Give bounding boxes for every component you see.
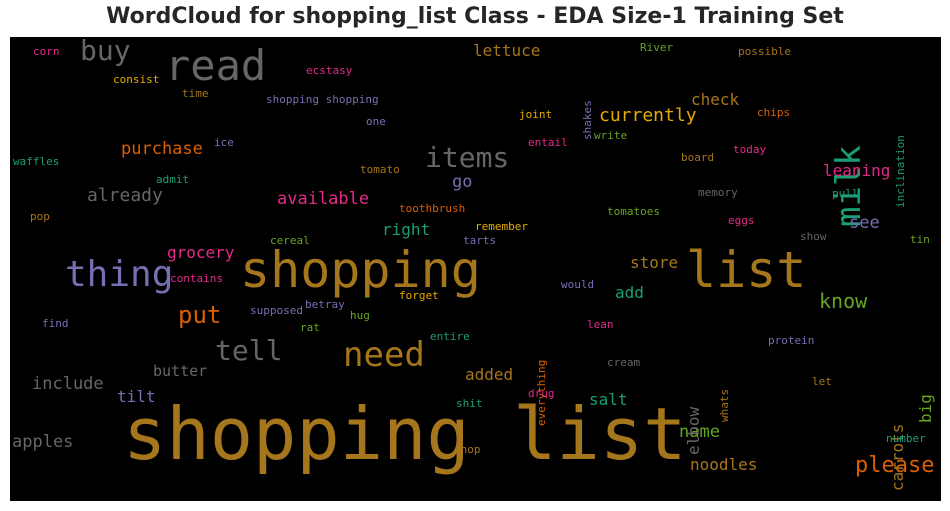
- word-cloud-word: shit: [456, 397, 483, 410]
- word-cloud-word: know: [819, 289, 868, 313]
- word-cloud-word: drug: [528, 387, 555, 400]
- word-cloud-word: cereal: [270, 234, 310, 247]
- word-cloud-word: write: [594, 129, 628, 142]
- word-cloud-canvas: shopping list shopping list read thing need mi…: [10, 37, 941, 501]
- word-cloud-word: store: [630, 253, 679, 272]
- word-cloud-word: lettuce: [473, 41, 541, 60]
- word-cloud-word: ecstasy: [306, 64, 353, 77]
- word-cloud-word: remember: [475, 220, 528, 233]
- word-cloud-word: butter: [153, 362, 208, 380]
- word-cloud-word: consist: [113, 73, 160, 86]
- word-cloud-word: grocery: [167, 243, 235, 262]
- word-cloud-word: entire: [430, 330, 470, 343]
- word-cloud-word: whats: [718, 388, 731, 422]
- word-cloud-word: number: [886, 432, 926, 445]
- word-cloud-word: tell: [215, 334, 283, 367]
- word-cloud-word: check: [691, 90, 740, 109]
- word-cloud-word: pop: [30, 210, 50, 223]
- word-cloud-word: go: [452, 172, 473, 192]
- word-cloud-word: see: [849, 213, 880, 233]
- figure-title: WordCloud for shopping_list Class - EDA …: [106, 4, 844, 29]
- word-cloud-word: buy: [80, 37, 131, 67]
- word-cloud-word: corn: [33, 45, 60, 58]
- word-cloud-word: shop: [454, 443, 481, 456]
- word-cloud-word: hug: [350, 309, 370, 322]
- word-cloud-word: tomato: [360, 163, 400, 176]
- word-cloud-word: name: [679, 422, 720, 442]
- word-cloud-word: list: [686, 241, 807, 299]
- word-cloud-word: chips: [757, 106, 791, 119]
- word-cloud-word: items: [425, 141, 510, 174]
- word-cloud-word: tilt: [117, 387, 156, 406]
- word-cloud-word: purchase: [121, 139, 203, 159]
- word-cloud-word: available: [277, 189, 370, 209]
- word-cloud-word: added: [465, 365, 514, 384]
- word-cloud-word: shakes: [581, 100, 594, 140]
- word-cloud-word: currently: [599, 105, 697, 126]
- word-cloud-word: noodles: [690, 455, 758, 474]
- word-cloud-word: eggs: [728, 214, 755, 227]
- word-cloud-word: entail: [528, 136, 568, 149]
- word-cloud-word: today: [733, 143, 767, 156]
- word-cloud-word: elbow: [684, 406, 703, 455]
- word-cloud-word: shopping: [240, 241, 481, 299]
- word-cloud-word: contains: [170, 272, 223, 285]
- word-cloud-word: big: [916, 394, 935, 423]
- word-cloud-word: right: [382, 220, 431, 239]
- word-cloud-word: please: [855, 453, 935, 478]
- word-cloud-word: possible: [738, 45, 791, 58]
- word-cloud-word: leaning: [823, 161, 891, 180]
- word-cloud-word: shopping list: [123, 392, 687, 476]
- word-cloud-word: find: [42, 317, 69, 330]
- word-cloud-word: thing: [65, 254, 174, 295]
- word-cloud-word: need: [343, 335, 425, 375]
- word-cloud-word: inclination: [894, 135, 907, 208]
- word-cloud-word: betray: [305, 298, 345, 311]
- word-cloud-word: ice: [214, 136, 234, 149]
- word-cloud-word: time: [182, 87, 209, 100]
- word-cloud-word: River: [640, 41, 674, 54]
- word-cloud-word: tomatoes: [607, 205, 660, 218]
- word-cloud-word: rat: [300, 321, 320, 334]
- word-cloud-word: let: [812, 375, 832, 388]
- word-cloud-word: show: [800, 230, 827, 243]
- word-cloud-word: add: [615, 283, 644, 302]
- word-cloud-word: admit: [156, 173, 190, 186]
- word-cloud-word: read: [165, 41, 267, 90]
- word-cloud-word: include: [32, 374, 104, 394]
- word-cloud-word: supposed: [250, 304, 303, 317]
- word-cloud-word: already: [87, 185, 163, 206]
- word-cloud-word: shopping shopping: [266, 93, 379, 106]
- word-cloud-word: tarts: [463, 234, 497, 247]
- word-cloud-word: toothbrush: [399, 202, 466, 215]
- word-cloud-word: waffles: [13, 155, 60, 168]
- word-cloud-word: apples: [12, 432, 74, 452]
- word-cloud-word: one: [366, 115, 386, 128]
- word-cloud-word: forget: [399, 289, 439, 302]
- word-cloud-word: put: [178, 301, 222, 329]
- word-cloud-word: lean: [587, 318, 614, 331]
- word-cloud-word: board: [681, 151, 715, 164]
- word-cloud-word: pull: [832, 187, 859, 200]
- word-cloud-word: salt: [589, 390, 628, 409]
- word-cloud-word: cream: [607, 356, 641, 369]
- word-cloud-word: protein: [768, 334, 815, 347]
- word-cloud-word: memory: [698, 186, 738, 199]
- word-cloud-word: tin: [910, 233, 930, 246]
- word-cloud-word: joint: [519, 108, 553, 121]
- word-cloud-word: would: [561, 278, 595, 291]
